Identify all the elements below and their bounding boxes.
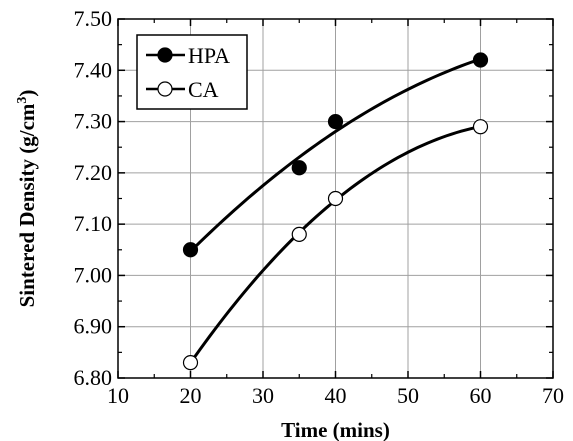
data-points <box>182 52 489 371</box>
legend-ca-label: CA <box>188 77 219 102</box>
x-tick-labels: 10 20 30 40 50 60 70 <box>107 383 564 408</box>
y-axis-title-end: ) <box>15 90 39 97</box>
y-tick-label: 7.50 <box>74 6 113 31</box>
x-tick-label: 60 <box>470 383 492 408</box>
x-tick-label: 20 <box>180 383 202 408</box>
hpa-point <box>182 242 199 258</box>
y-axis-title: Sintered Density (g/cm3) <box>15 90 39 308</box>
legend-ca-marker <box>157 81 173 97</box>
hpa-point <box>472 52 489 68</box>
x-tick-label: 30 <box>252 383 274 408</box>
axis-ticks <box>117 18 554 379</box>
ca-point <box>182 355 199 371</box>
y-tick-label: 7.10 <box>74 211 113 236</box>
y-axis-title-superscript: 3 <box>15 97 30 104</box>
y-axis-title-main: Sintered Density (g/cm <box>15 103 39 307</box>
x-tick-label: 70 <box>542 383 564 408</box>
x-axis-title: Time (mins) <box>281 418 390 441</box>
ca-point <box>472 119 489 135</box>
y-tick-label: 6.90 <box>74 314 113 339</box>
hpa-point <box>291 160 307 176</box>
hpa-trend-line <box>189 57 481 253</box>
legend-hpa-label: HPA <box>188 43 230 68</box>
x-tick-label: 40 <box>325 383 347 408</box>
x-tick-label: 10 <box>107 383 129 408</box>
y-tick-label: 7.30 <box>74 109 113 134</box>
legend: HPA CA <box>136 34 248 110</box>
y-tick-label: 6.80 <box>74 365 113 390</box>
ca-point <box>291 226 307 242</box>
hpa-point <box>327 113 344 130</box>
legend-box <box>136 34 248 110</box>
y-tick-labels: 6.80 6.90 7.00 7.10 7.20 7.30 7.40 7.50 <box>74 6 113 390</box>
y-tick-label: 7.40 <box>74 57 113 82</box>
ca-point <box>327 190 344 207</box>
y-tick-label: 7.20 <box>74 160 113 185</box>
x-tick-label: 50 <box>397 383 419 408</box>
y-tick-label: 7.00 <box>74 262 113 287</box>
legend-hpa-marker <box>157 47 173 63</box>
